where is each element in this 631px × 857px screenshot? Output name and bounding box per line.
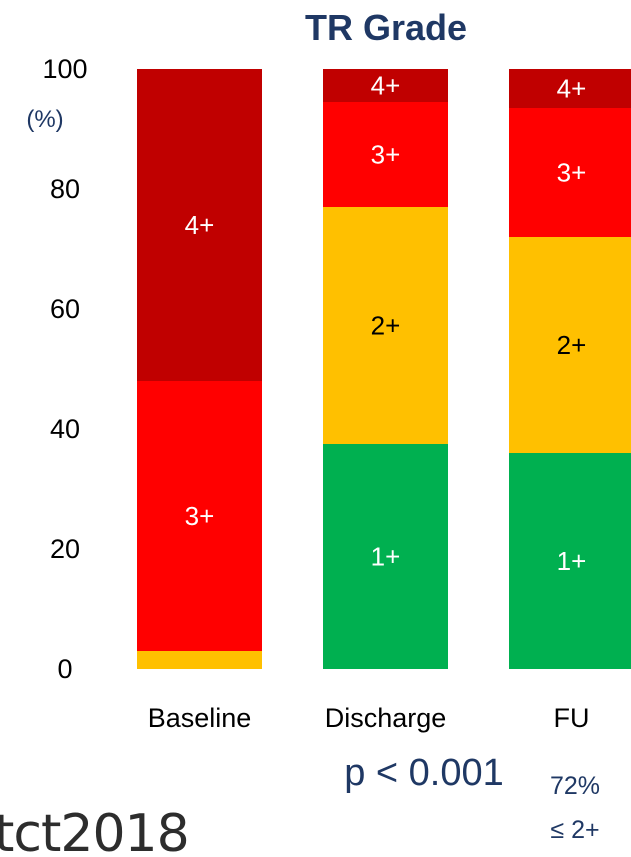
y-tick-label: 60	[50, 294, 80, 324]
bar-segment-2plus	[137, 651, 262, 669]
bar-segment-4plus	[323, 69, 448, 102]
y-tick-label: 100	[42, 54, 87, 84]
category-label: Discharge	[325, 703, 447, 733]
fu-grade-note: ≤ 2+	[550, 816, 599, 844]
bar-segment-2plus	[323, 207, 448, 444]
stacked-bars	[137, 69, 631, 669]
segment-labels: 3+ 4+ 1+ 2+ 3+ 4+ 1+ 2+ 3+ 4+	[185, 71, 587, 577]
bar-segment-1plus	[323, 444, 448, 669]
segment-label: 1+	[371, 542, 401, 572]
segment-label: 4+	[371, 71, 401, 101]
segment-label: 3+	[185, 501, 215, 531]
y-tick-label: 80	[50, 174, 80, 204]
bar-segment-4plus	[137, 69, 262, 381]
bar-segment-4plus	[509, 69, 631, 108]
bar-segment-3plus	[509, 108, 631, 237]
bar-segment-3plus	[323, 102, 448, 207]
p-value-annotation: p < 0.001	[344, 752, 504, 794]
segment-label: 2+	[557, 330, 587, 360]
category-label: FU	[554, 703, 590, 733]
segment-label: 4+	[557, 74, 587, 104]
fu-percent-note: 72%	[550, 772, 600, 800]
tct-logo: tct2018	[0, 790, 250, 857]
segment-label: 4+	[185, 210, 215, 240]
y-unit-label: (%)	[26, 106, 63, 133]
chart-title: TR Grade	[305, 7, 467, 48]
bar-segment-1plus	[509, 453, 631, 669]
bar-segment-2plus	[509, 237, 631, 453]
bar-segment-3plus	[137, 381, 262, 651]
category-labels: Baseline Discharge FU	[148, 703, 590, 733]
y-tick-label: 0	[57, 654, 72, 684]
category-label: Baseline	[148, 703, 252, 733]
segment-label: 3+	[371, 140, 401, 170]
y-tick-label: 20	[50, 534, 80, 564]
y-axis-ticks: 0 20 40 60 80 100	[42, 54, 87, 684]
tct-logo-text: tct2018	[0, 804, 190, 857]
segment-label: 1+	[557, 546, 587, 576]
y-tick-label: 40	[50, 414, 80, 444]
segment-label: 3+	[557, 158, 587, 188]
segment-label: 2+	[371, 311, 401, 341]
